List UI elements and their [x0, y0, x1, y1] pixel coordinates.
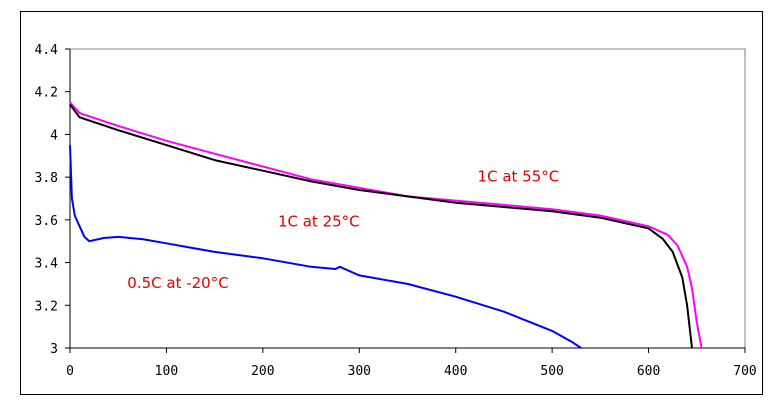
y-tick-label: 4 — [50, 128, 58, 143]
series-annotation-label: 0.5C at -20°C — [127, 274, 228, 292]
y-tick-label: 3.2 — [35, 299, 58, 314]
y-tick-label: 4.4 — [35, 43, 59, 58]
series-line-1c-at-25-c — [69, 103, 693, 349]
x-tick-label: 100 — [155, 364, 178, 379]
y-tick-label: 4.2 — [35, 86, 58, 101]
x-tick-label: 500 — [540, 364, 563, 379]
plot-area-border — [69, 48, 746, 349]
x-tick-label: 700 — [733, 364, 756, 379]
plot-area — [69, 48, 746, 349]
y-tick-label: 3.8 — [35, 171, 58, 186]
x-axis: 0 100 200 300 400 500 600 700 — [66, 348, 757, 379]
y-tick-label: 3.6 — [35, 214, 58, 229]
x-tick-label: 400 — [444, 364, 467, 379]
chart-frame — [20, 11, 763, 395]
y-axis: 3 3.2 3.4 3.6 3.8 4 4.2 4.4 — [35, 43, 70, 357]
series-annotation-label: 1C at 25°C — [278, 212, 360, 230]
y-tick-label: 3 — [50, 342, 58, 357]
x-tick-label: 600 — [637, 364, 660, 379]
series-lines — [69, 101, 703, 349]
series-annotation-label: 1C at 55°C — [478, 167, 560, 185]
y-tick-label: 3.4 — [35, 257, 59, 272]
x-tick-label: 300 — [348, 364, 371, 379]
x-tick-label: 0 — [66, 364, 74, 379]
series-annotations: 1C at 55°C 1C at 25°C 0.5C at -20°C — [127, 167, 559, 292]
x-tick-label: 200 — [251, 364, 274, 379]
series-line-0-5c-at-20-c — [69, 145, 582, 349]
series-line-1c-at-55-c — [69, 101, 703, 349]
